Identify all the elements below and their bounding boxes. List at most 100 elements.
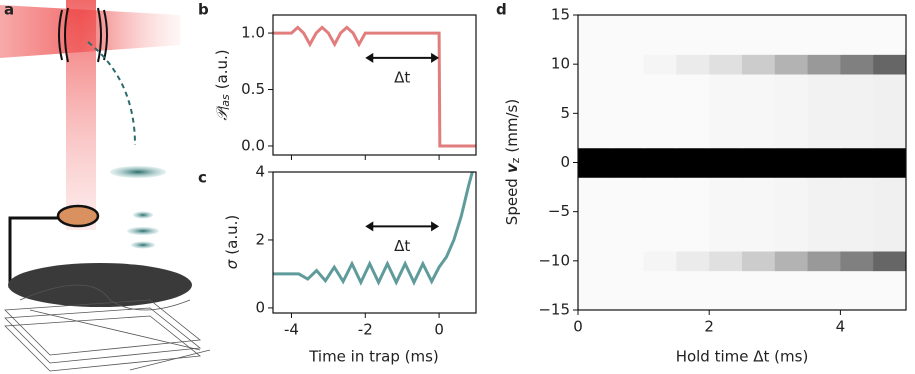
heatmap-cell bbox=[840, 147, 874, 178]
y-tick-label: 0.5 bbox=[241, 80, 265, 98]
y-tick-label: 1.0 bbox=[241, 24, 265, 42]
heatmap-cell bbox=[676, 251, 710, 272]
y-tick-label: 2 bbox=[255, 230, 265, 248]
y-tick-label: −10 bbox=[538, 251, 570, 269]
heatmap-cell bbox=[643, 251, 677, 272]
annotation-text: Δt bbox=[394, 237, 410, 255]
y-tick-label: 0.0 bbox=[241, 136, 265, 154]
y-label-part: z bbox=[509, 157, 522, 163]
y-label-part: v bbox=[503, 162, 521, 173]
heatmap-cell bbox=[578, 251, 612, 272]
heatmap-cell bbox=[742, 74, 776, 149]
heatmap-cell bbox=[610, 270, 645, 311]
heatmap-cell bbox=[807, 74, 841, 149]
x-tick-label: 4 bbox=[836, 318, 846, 336]
y-tick-label: 5 bbox=[560, 104, 570, 122]
heatmap-cell bbox=[807, 147, 841, 178]
annotation-text: Δt bbox=[394, 68, 410, 86]
heatmap-cell bbox=[709, 177, 743, 252]
heatmap-cell bbox=[873, 74, 907, 149]
heatmap-cell bbox=[610, 15, 645, 55]
heatmap-cell bbox=[643, 15, 677, 55]
heatmap-cell bbox=[676, 177, 710, 252]
heatmap-cell bbox=[742, 270, 776, 311]
heatmap-cell bbox=[807, 177, 841, 252]
heatmap-cell bbox=[709, 147, 743, 178]
heatmap-cell bbox=[578, 74, 612, 149]
heatmap-cell bbox=[840, 177, 874, 252]
heatmap-cell bbox=[643, 147, 677, 178]
panel-label: d bbox=[496, 1, 507, 19]
heatmap-cell bbox=[676, 74, 710, 149]
heatmap-cell bbox=[840, 54, 874, 75]
y-axis-label: 𝒫las(a.u.) bbox=[213, 49, 233, 120]
x-tick-label: -4 bbox=[284, 321, 299, 339]
heatmap-cell bbox=[610, 251, 645, 272]
arrow-head bbox=[365, 52, 440, 63]
heatmap-cell bbox=[774, 147, 809, 178]
heatmap-cell bbox=[807, 15, 841, 55]
heatmap-cell bbox=[676, 270, 710, 311]
heatmap-cell bbox=[742, 15, 776, 55]
heatmap-cell bbox=[709, 270, 743, 311]
heatmap-cell bbox=[610, 177, 645, 252]
x-axis-label: Time in trap (ms) bbox=[308, 348, 439, 366]
heatmap-cell bbox=[840, 270, 874, 311]
y-label-part: σ bbox=[223, 259, 241, 269]
heatmap-cell bbox=[643, 54, 677, 75]
y-tick-label: 0 bbox=[255, 298, 265, 316]
heatmap-cell bbox=[643, 74, 677, 149]
heatmap-cell bbox=[578, 270, 612, 311]
heatmap-cell bbox=[873, 177, 907, 252]
y-label-part: (a.u.) bbox=[223, 215, 241, 255]
y-axis-label: σ (a.u.) bbox=[223, 215, 241, 269]
x-axis-label: Hold time Δt (ms) bbox=[676, 348, 809, 366]
heatmap-cell bbox=[709, 251, 743, 272]
axes-frame bbox=[272, 171, 477, 314]
y-tick-label: 15 bbox=[551, 6, 570, 24]
heatmap-cell bbox=[578, 147, 612, 178]
x-tick-label: 2 bbox=[704, 318, 714, 336]
heatmap-cell bbox=[774, 54, 809, 75]
heatmap-cell bbox=[610, 147, 645, 178]
x-tick-label: 0 bbox=[434, 321, 444, 339]
heatmap-cell bbox=[873, 15, 907, 55]
y-tick-label: 0 bbox=[560, 153, 570, 171]
heatmap-cell bbox=[742, 177, 776, 252]
heatmap-cell bbox=[709, 54, 743, 75]
panel-label: c bbox=[198, 169, 207, 187]
heatmap-cell bbox=[873, 54, 907, 75]
y-tick-label: 10 bbox=[551, 55, 570, 73]
data-line bbox=[273, 171, 474, 286]
y-tick-label: −5 bbox=[548, 202, 570, 220]
heatmap-cell bbox=[774, 74, 809, 149]
y-tick-label: 4 bbox=[255, 163, 265, 181]
heatmap-cell bbox=[578, 177, 612, 252]
heatmap-cell bbox=[742, 54, 776, 75]
heatmap-cell bbox=[840, 74, 874, 149]
heatmap-cell bbox=[807, 270, 841, 311]
heatmap-cell bbox=[676, 147, 710, 178]
heatmap-cell bbox=[873, 147, 907, 178]
heatmap-cell bbox=[643, 270, 677, 311]
heatmap-cell bbox=[774, 15, 809, 55]
heatmap-cell bbox=[643, 177, 677, 252]
y-label-part: Speed bbox=[503, 178, 521, 225]
heatmap-cell bbox=[807, 54, 841, 75]
heatmap-cell bbox=[742, 147, 776, 178]
panel-label: b bbox=[198, 1, 209, 19]
heatmap-cell bbox=[774, 177, 809, 252]
y-label-part: (a.u.) bbox=[213, 49, 231, 89]
y-label-part: las bbox=[219, 94, 232, 110]
heatmap-cell bbox=[578, 54, 612, 75]
heatmap-cell bbox=[709, 74, 743, 149]
heatmap-cell bbox=[873, 251, 907, 272]
heatmap-cell bbox=[840, 15, 874, 55]
y-axis-label: Speed vz (mm/s) bbox=[503, 99, 523, 225]
heatmap-cell bbox=[873, 270, 907, 311]
y-tick-label: −15 bbox=[538, 301, 570, 319]
heatmap-cell bbox=[709, 15, 743, 55]
heatmap-cell bbox=[742, 251, 776, 272]
heatmap-cell bbox=[578, 15, 612, 55]
